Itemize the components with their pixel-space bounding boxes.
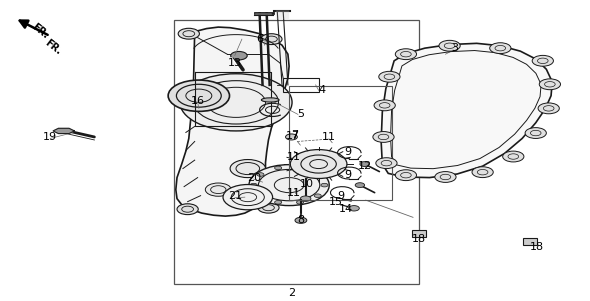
Circle shape [490, 43, 511, 54]
Circle shape [439, 40, 460, 51]
Circle shape [274, 200, 281, 204]
Circle shape [539, 79, 560, 90]
Text: 9: 9 [345, 169, 352, 180]
Circle shape [261, 34, 282, 45]
Circle shape [297, 200, 304, 204]
Circle shape [286, 134, 297, 140]
Circle shape [373, 132, 394, 142]
Circle shape [314, 173, 322, 176]
Circle shape [180, 74, 292, 131]
Circle shape [178, 28, 199, 39]
Text: 20: 20 [247, 172, 261, 183]
Text: 9: 9 [337, 191, 345, 201]
Circle shape [274, 166, 281, 170]
Circle shape [223, 185, 273, 210]
Circle shape [257, 194, 264, 197]
Circle shape [250, 183, 257, 187]
Text: 9: 9 [345, 147, 352, 157]
Circle shape [538, 103, 559, 114]
Text: 6: 6 [256, 34, 263, 44]
Text: 21: 21 [228, 191, 242, 201]
Circle shape [435, 172, 456, 182]
Bar [289, 86, 392, 200]
Circle shape [290, 150, 347, 178]
Text: 7: 7 [291, 130, 299, 141]
Bar [412, 230, 426, 237]
Circle shape [532, 55, 553, 66]
Circle shape [231, 51, 247, 60]
Text: 12: 12 [358, 160, 372, 171]
Text: 2: 2 [289, 288, 296, 299]
Polygon shape [53, 128, 74, 134]
Text: 17: 17 [286, 131, 300, 141]
Circle shape [249, 165, 329, 206]
Text: FR.: FR. [42, 38, 63, 57]
Circle shape [297, 166, 304, 170]
Text: 11: 11 [287, 188, 301, 198]
Circle shape [379, 71, 400, 82]
Text: 13: 13 [228, 58, 242, 68]
Circle shape [472, 167, 493, 178]
Circle shape [525, 128, 546, 138]
Text: 14: 14 [339, 204, 353, 214]
Polygon shape [176, 27, 289, 216]
Circle shape [205, 183, 231, 196]
Text: 5: 5 [297, 109, 304, 119]
Circle shape [376, 158, 397, 169]
Text: 8: 8 [297, 215, 304, 225]
Circle shape [360, 162, 369, 166]
Circle shape [177, 204, 198, 215]
Circle shape [295, 217, 307, 223]
Text: 11: 11 [287, 151, 301, 162]
Text: 15: 15 [329, 197, 343, 207]
Circle shape [257, 173, 264, 176]
Bar [523, 238, 537, 245]
Circle shape [230, 160, 266, 178]
Text: 18: 18 [412, 234, 426, 244]
Text: 18: 18 [530, 242, 544, 253]
Bar [174, 20, 419, 284]
Text: 16: 16 [191, 96, 205, 106]
Text: 19: 19 [43, 132, 57, 142]
Circle shape [314, 194, 322, 197]
Circle shape [355, 183, 365, 188]
Text: 10: 10 [300, 178, 314, 189]
Circle shape [168, 80, 230, 111]
Circle shape [258, 202, 279, 213]
Text: FR.: FR. [30, 22, 50, 41]
Text: 4: 4 [318, 85, 325, 95]
Circle shape [395, 170, 417, 181]
Circle shape [374, 100, 395, 111]
Circle shape [300, 196, 311, 201]
Circle shape [349, 206, 359, 211]
Ellipse shape [261, 98, 279, 102]
Polygon shape [381, 43, 552, 178]
Text: 11: 11 [322, 132, 336, 142]
Circle shape [395, 49, 417, 60]
Circle shape [321, 183, 328, 187]
Text: 3: 3 [451, 43, 458, 53]
Circle shape [503, 151, 524, 162]
Bar [283, 78, 319, 92]
